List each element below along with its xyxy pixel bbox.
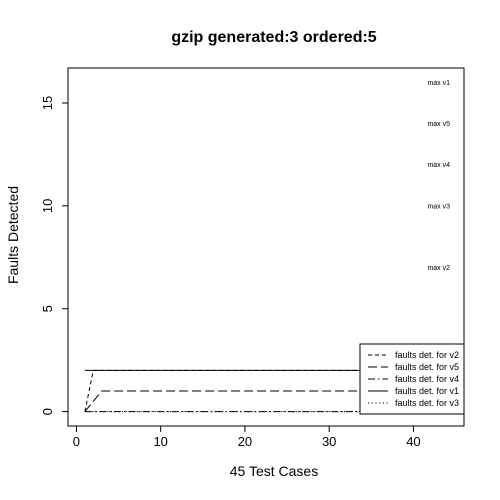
annotation-label: max v3 (427, 203, 450, 210)
legend-entry: faults det. for v1 (395, 386, 459, 396)
y-tick-label: 15 (40, 96, 55, 110)
y-tick-label: 10 (40, 199, 55, 213)
x-axis: 0 10 20 30 40 (73, 425, 421, 449)
legend-entry: faults det. for v5 (395, 362, 459, 372)
x-tick-label: 30 (322, 434, 336, 449)
annotation-label: max v2 (427, 265, 450, 272)
x-tick-label: 0 (73, 434, 80, 449)
annotation-layer: max v1 max v5 max v4 max v3 max v2 (427, 80, 450, 272)
legend-box (359, 343, 465, 415)
annotation-label: max v4 (427, 162, 450, 169)
x-tick-label: 20 (238, 434, 252, 449)
y-axis-label: Faults Detected (5, 186, 21, 284)
annotation-label: max v5 (427, 121, 450, 128)
y-tick-label: 5 (40, 305, 55, 312)
x-tick-label: 10 (153, 434, 167, 449)
legend: faults det. for v2 faults det. for v5 faul… (359, 343, 465, 415)
legend-entry: faults det. for v3 (395, 398, 459, 408)
chart-title: gzip generated:3 ordered:5 (171, 29, 376, 46)
y-tick-label: 0 (40, 408, 55, 415)
legend-entry: faults det. for v2 (395, 350, 459, 360)
series-line-faults-det-for-v5 (84, 390, 456, 412)
annotation-label: max v1 (427, 80, 450, 87)
x-tick-label: 40 (406, 434, 420, 449)
legend-entry: faults det. for v4 (395, 374, 459, 384)
x-axis-label: 45 Test Cases (230, 463, 318, 479)
y-axis: 0 5 10 15 (40, 96, 69, 415)
